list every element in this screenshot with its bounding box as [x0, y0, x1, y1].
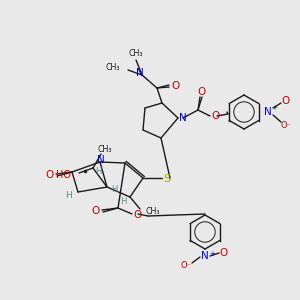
Text: CH₃: CH₃	[146, 208, 160, 217]
Text: O: O	[282, 96, 290, 106]
Text: H: H	[95, 167, 101, 176]
Text: +: +	[209, 251, 215, 257]
Text: CH₃: CH₃	[129, 49, 143, 58]
Text: N: N	[97, 155, 105, 165]
Text: O: O	[220, 248, 228, 258]
Text: O⁻: O⁻	[280, 121, 292, 130]
Text: O⁻: O⁻	[181, 262, 191, 271]
Text: HO: HO	[56, 170, 71, 180]
Text: N: N	[201, 251, 209, 261]
Text: CH₃: CH₃	[106, 62, 120, 71]
Text: +: +	[271, 105, 277, 111]
Text: N: N	[264, 107, 272, 117]
Text: N: N	[136, 68, 144, 78]
Text: CH₃: CH₃	[98, 145, 112, 154]
Text: N: N	[179, 113, 187, 123]
Text: O: O	[171, 81, 179, 91]
Text: O: O	[133, 210, 141, 220]
Text: H: H	[66, 190, 72, 200]
Text: O: O	[46, 170, 54, 180]
Text: O: O	[197, 87, 205, 97]
Text: H: H	[120, 197, 126, 206]
Text: O: O	[92, 206, 100, 216]
Text: O: O	[211, 111, 219, 121]
Text: H: H	[111, 185, 117, 194]
Text: S: S	[164, 174, 171, 184]
